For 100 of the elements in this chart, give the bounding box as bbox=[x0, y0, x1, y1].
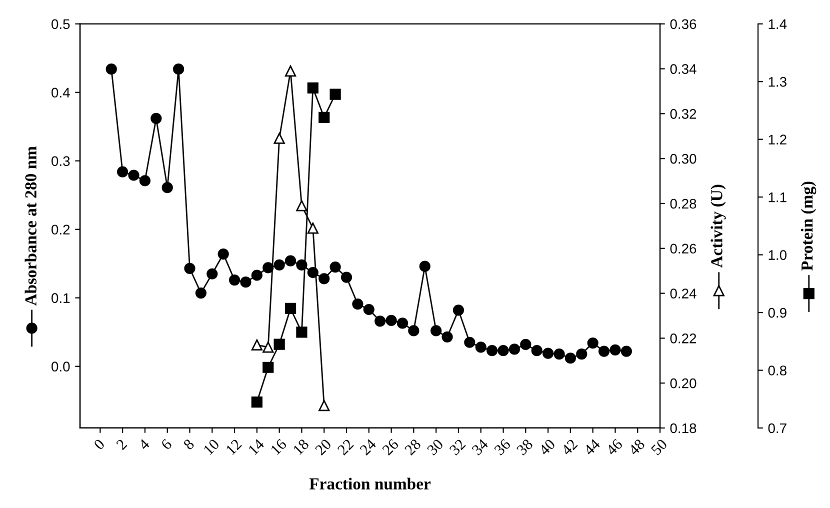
x-tick-label: 12 bbox=[226, 438, 242, 456]
point bbox=[172, 64, 184, 75]
point bbox=[508, 344, 520, 355]
y3-tick-label: 1.4 bbox=[768, 19, 787, 29]
point bbox=[486, 345, 498, 356]
point bbox=[162, 182, 173, 194]
x-tick-label: 24 bbox=[359, 438, 377, 456]
y-tick-label: 0.0 bbox=[52, 362, 70, 372]
point bbox=[106, 64, 117, 75]
point bbox=[498, 345, 509, 356]
x-tick-label: 2 bbox=[116, 438, 128, 450]
point bbox=[296, 326, 308, 338]
point bbox=[117, 166, 128, 178]
point bbox=[274, 259, 285, 271]
point bbox=[419, 260, 430, 272]
point bbox=[284, 302, 296, 314]
point bbox=[386, 314, 397, 326]
y-tick-label: 0.2 bbox=[52, 224, 70, 235]
y3-tick-label: 1.3 bbox=[768, 76, 786, 87]
y3-axis-title: Protein (mg) bbox=[800, 182, 816, 271]
point bbox=[576, 348, 588, 360]
point bbox=[262, 342, 274, 353]
y-tick-label: 0.3 bbox=[52, 156, 70, 166]
y3-tick-label: 1.1 bbox=[768, 192, 786, 202]
x-tick-label: 44 bbox=[583, 438, 601, 456]
x-tick-label: 18 bbox=[292, 438, 310, 456]
point bbox=[598, 346, 610, 357]
x-tick-label: 10 bbox=[203, 438, 220, 456]
point bbox=[587, 338, 598, 349]
y2-tick-label: 0.32 bbox=[670, 109, 696, 119]
x-axis-title: Fraction number bbox=[309, 478, 431, 490]
point bbox=[363, 304, 374, 316]
x-tick-label: 6 bbox=[160, 438, 172, 450]
y-tick-label: 0.4 bbox=[52, 88, 70, 98]
point bbox=[195, 288, 206, 299]
point bbox=[251, 396, 262, 408]
point bbox=[228, 274, 240, 286]
x-tick-label: 26 bbox=[382, 438, 400, 456]
point bbox=[318, 112, 330, 123]
y2-tick-label: 0.26 bbox=[670, 244, 696, 254]
point bbox=[274, 132, 285, 144]
point bbox=[554, 348, 565, 360]
y3-tick-label: 0.8 bbox=[768, 366, 786, 376]
y2-tick-label: 0.34 bbox=[670, 64, 696, 74]
x-tick-label: 50 bbox=[650, 438, 668, 456]
point bbox=[542, 348, 554, 359]
point bbox=[307, 82, 318, 94]
x-tick-label: 16 bbox=[270, 438, 288, 456]
point bbox=[318, 400, 330, 412]
y2-tick-label: 0.36 bbox=[670, 19, 696, 30]
point bbox=[262, 362, 274, 373]
point bbox=[251, 339, 262, 350]
point bbox=[374, 316, 386, 327]
x-tick-label: 36 bbox=[494, 438, 512, 456]
y3-tick-label: 1.0 bbox=[768, 250, 787, 260]
x-tick-label: 28 bbox=[404, 438, 422, 456]
point bbox=[330, 261, 341, 273]
point bbox=[330, 88, 341, 100]
x-tick-label: 46 bbox=[605, 438, 624, 456]
point bbox=[564, 352, 576, 364]
point bbox=[610, 344, 621, 356]
point bbox=[284, 65, 296, 77]
x-tick-label: 40 bbox=[538, 438, 556, 456]
point bbox=[240, 276, 252, 288]
y-axis-title: Absorbance at 280 nm bbox=[24, 146, 36, 306]
point bbox=[352, 298, 364, 310]
y2-tick-label: 0.24 bbox=[670, 288, 696, 298]
point bbox=[296, 200, 308, 212]
point bbox=[475, 342, 486, 353]
point bbox=[128, 170, 140, 181]
point bbox=[206, 268, 218, 280]
point bbox=[452, 304, 464, 316]
x-tick-label: 14 bbox=[248, 438, 265, 456]
point bbox=[218, 248, 229, 260]
point bbox=[396, 318, 408, 329]
y2-tick-label: 0.20 bbox=[670, 378, 696, 388]
y-tick-label: 0.1 bbox=[52, 293, 70, 304]
x-tick-label: 20 bbox=[314, 438, 332, 456]
point bbox=[150, 112, 162, 124]
x-tick-label: 22 bbox=[337, 438, 354, 456]
point bbox=[251, 270, 262, 281]
x-tick-label: 4 bbox=[138, 438, 150, 450]
x-tick-label: 42 bbox=[560, 438, 578, 456]
point bbox=[262, 262, 274, 274]
y2-tick-label: 0.30 bbox=[670, 154, 696, 164]
point bbox=[318, 273, 330, 284]
point bbox=[340, 272, 352, 283]
point bbox=[531, 345, 542, 356]
point bbox=[307, 222, 318, 234]
point bbox=[408, 325, 420, 336]
x-tick-label: 48 bbox=[628, 438, 646, 456]
y2-tick-label: 0.18 bbox=[670, 423, 696, 434]
y2-tick-label: 0.22 bbox=[670, 334, 696, 344]
x-tick-label: 30 bbox=[426, 438, 444, 456]
y2-axis-title: Activity (U) bbox=[710, 184, 726, 268]
x-tick-label: 0 bbox=[93, 438, 106, 450]
point bbox=[274, 338, 285, 350]
point bbox=[139, 175, 151, 186]
point bbox=[620, 346, 632, 357]
point bbox=[184, 262, 196, 274]
